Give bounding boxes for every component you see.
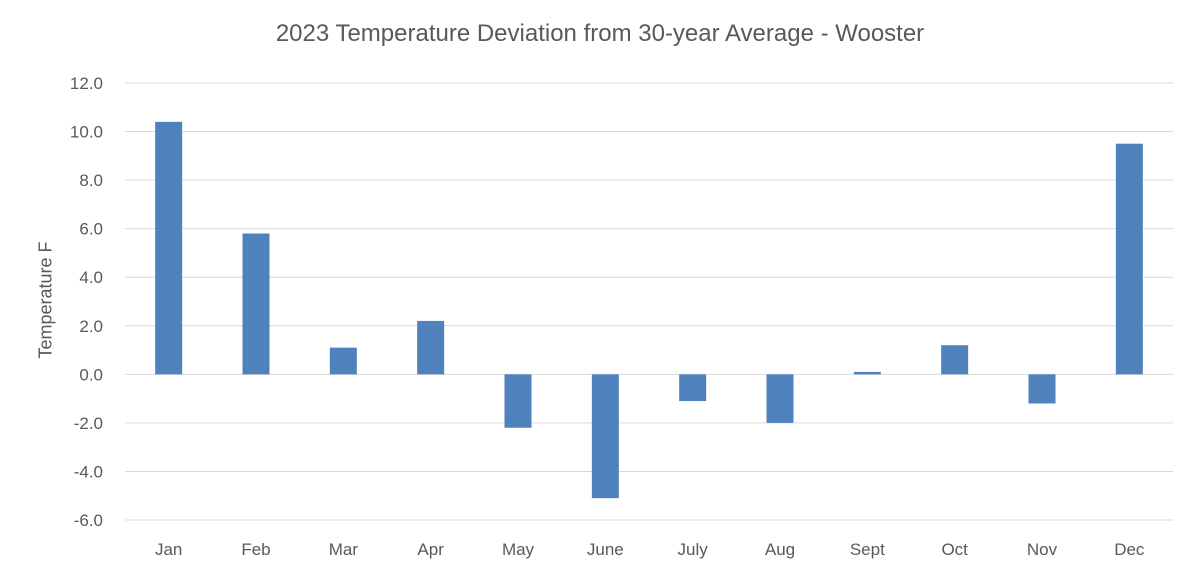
y-tick-label: 4.0 <box>79 268 103 287</box>
bar-may <box>504 374 532 428</box>
y-tick-label: -2.0 <box>74 414 103 433</box>
y-tick-label: 6.0 <box>79 220 103 239</box>
bar-dec <box>1115 143 1143 375</box>
y-tick-label: 2.0 <box>79 317 103 336</box>
bar-aug <box>766 374 794 423</box>
x-tick-label: Sept <box>850 540 885 559</box>
bar-jan <box>155 121 183 375</box>
x-tick-label: Aug <box>765 540 795 559</box>
chart-title: 2023 Temperature Deviation from 30-year … <box>275 20 925 47</box>
bar-june <box>591 374 619 499</box>
x-tick-label: Oct <box>941 540 968 559</box>
x-tick-label: Apr <box>417 540 444 559</box>
bar-apr <box>417 320 445 375</box>
y-tick-labels: 12.0 10.0 8.0 6.0 4.0 2.0 0.0 -2.0 -4.0 -6.0 <box>70 74 103 530</box>
bar-mar <box>329 347 357 375</box>
bar-july <box>679 374 707 402</box>
bar-feb <box>242 233 270 375</box>
bar-oct <box>941 345 969 375</box>
x-tick-labels: Jan Feb Mar Apr May June July Aug Sept Oct Nov Dec <box>155 540 1145 559</box>
x-tick-label: Mar <box>329 540 359 559</box>
x-tick-label: June <box>587 540 624 559</box>
bar-sept <box>853 371 881 375</box>
x-tick-label: Jan <box>155 540 182 559</box>
y-tick-label: 0.0 <box>79 365 103 384</box>
x-tick-label: Nov <box>1027 540 1058 559</box>
x-tick-label: Feb <box>241 540 270 559</box>
x-tick-label: May <box>502 540 535 559</box>
bar-nov <box>1028 374 1056 404</box>
y-tick-label: 12.0 <box>70 74 103 93</box>
y-tick-label: 10.0 <box>70 123 103 142</box>
y-tick-label: -4.0 <box>74 462 103 481</box>
gridlines <box>125 82 1173 521</box>
y-tick-label: -6.0 <box>74 511 103 530</box>
x-tick-label: July <box>678 540 709 559</box>
x-tick-label: Dec <box>1114 540 1145 559</box>
y-tick-label: 8.0 <box>79 171 103 190</box>
bars <box>155 121 1143 499</box>
